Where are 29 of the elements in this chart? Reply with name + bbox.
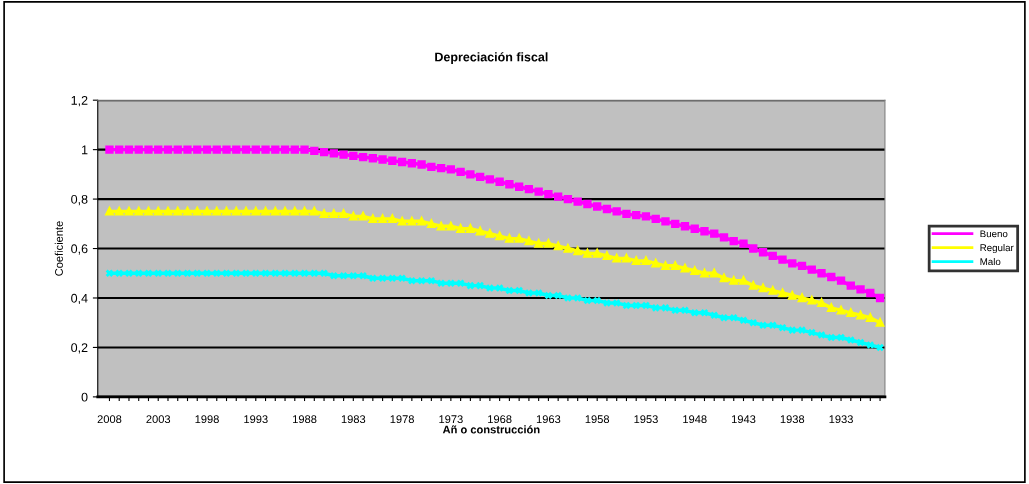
x-tick-label: 1953 (634, 415, 658, 424)
x-axis-title: Añ o construcción (442, 425, 540, 434)
x-tick-label: 1993 (244, 415, 268, 424)
y-tick-label: 0 (81, 392, 88, 402)
legend-label: Regular (980, 244, 1014, 254)
x-tick-label: 2003 (146, 415, 171, 424)
y-axis-title: Coeficiente (54, 221, 63, 276)
chart-title: Depreciación fiscal (435, 52, 548, 64)
x-tick-label: 1963 (536, 415, 561, 424)
x-tick-label: 1998 (195, 415, 219, 424)
y-tick-label: 1,2 (71, 95, 88, 107)
y-tick-label: 0,4 (71, 293, 88, 305)
x-tick-label: 1978 (390, 415, 414, 424)
y-tick-label: 1 (82, 145, 88, 155)
x-tick-label: 1948 (683, 415, 707, 424)
y-tick-label: 0,2 (71, 343, 88, 354)
x-tick-label: 1968 (488, 415, 512, 424)
x-tick-label: 1988 (293, 415, 317, 424)
x-tick-label: 2008 (97, 415, 122, 424)
x-tick-label: 1943 (731, 415, 756, 424)
x-tick-label: 1933 (829, 415, 853, 424)
x-tick-label: 1983 (341, 415, 366, 424)
x-tick-label: 1973 (439, 415, 463, 424)
legend-label: Malo (980, 257, 1001, 266)
legend-label: Bueno (980, 230, 1008, 238)
x-tick-label: 1938 (780, 415, 805, 424)
y-tick-label: 0,6 (71, 244, 88, 255)
x-tick-label: 1958 (585, 415, 610, 424)
y-tick-label: 0,8 (71, 194, 88, 206)
